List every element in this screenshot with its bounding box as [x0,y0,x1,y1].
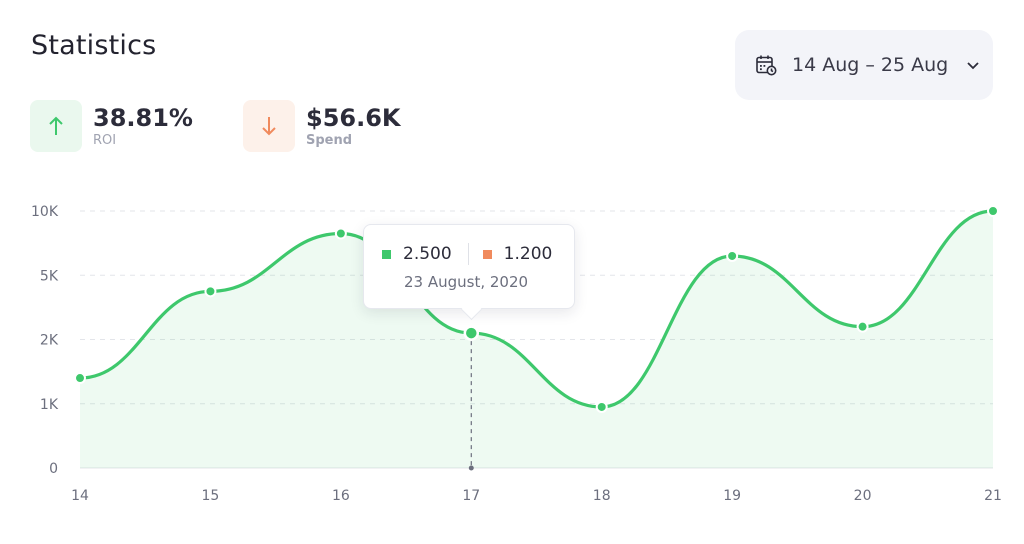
spend-value: $56.6K [306,103,401,132]
series-line [78,209,995,409]
x-tick-label: 14 [71,488,89,504]
tooltip-divider [467,243,469,265]
date-range-button[interactable]: 14 Aug – 25 Aug [735,30,993,100]
data-point [334,227,347,240]
calendar-icon [756,55,777,76]
data-point [204,285,217,298]
data-point [463,325,480,341]
data-point [856,320,869,333]
series-a-value: 2.500 [403,244,452,264]
date-range-label: 14 Aug – 25 Aug [792,54,949,76]
x-tick-label: 17 [462,488,480,504]
chart-tooltip: 2.500 1.200 23 August, 2020 [363,224,575,309]
y-tick-label: 10K [31,204,59,220]
spend-arrow-box [243,100,295,152]
chevron-down-icon [967,62,979,70]
x-tick-label: 16 [332,488,350,504]
series-b-swatch [482,249,492,259]
arrow-up-icon [49,116,63,135]
data-point [595,400,608,413]
x-tick-label: 21 [984,488,1002,504]
roi-stat: 38.81% ROI [30,100,193,152]
hover-guide-dot [468,465,474,471]
series-a-swatch [382,249,391,259]
series-area [80,211,993,468]
spend-label: Spend [306,132,353,148]
roi-label: ROI [93,132,117,148]
roi-arrow-box [30,100,82,152]
y-tick-label: 5K [40,268,59,284]
y-tick-label: 0 [49,461,58,477]
data-point [987,205,999,217]
page-title: Statistics [31,30,157,61]
x-tick-label: 19 [723,488,741,504]
y-tick-label: 2K [40,333,59,349]
x-tick-label: 20 [854,488,872,504]
arrow-down-icon [262,117,276,136]
y-tick-label: 1K [40,397,59,413]
tooltip-date: 23 August, 2020 [404,273,529,291]
x-tick-label: 15 [202,488,220,504]
data-point [74,372,86,385]
x-tick-label: 18 [593,488,611,504]
spend-stat: $56.6K Spend [243,100,401,152]
data-point [726,249,739,262]
roi-value: 38.81% [93,103,193,132]
series-b-value: 1.200 [503,244,553,264]
